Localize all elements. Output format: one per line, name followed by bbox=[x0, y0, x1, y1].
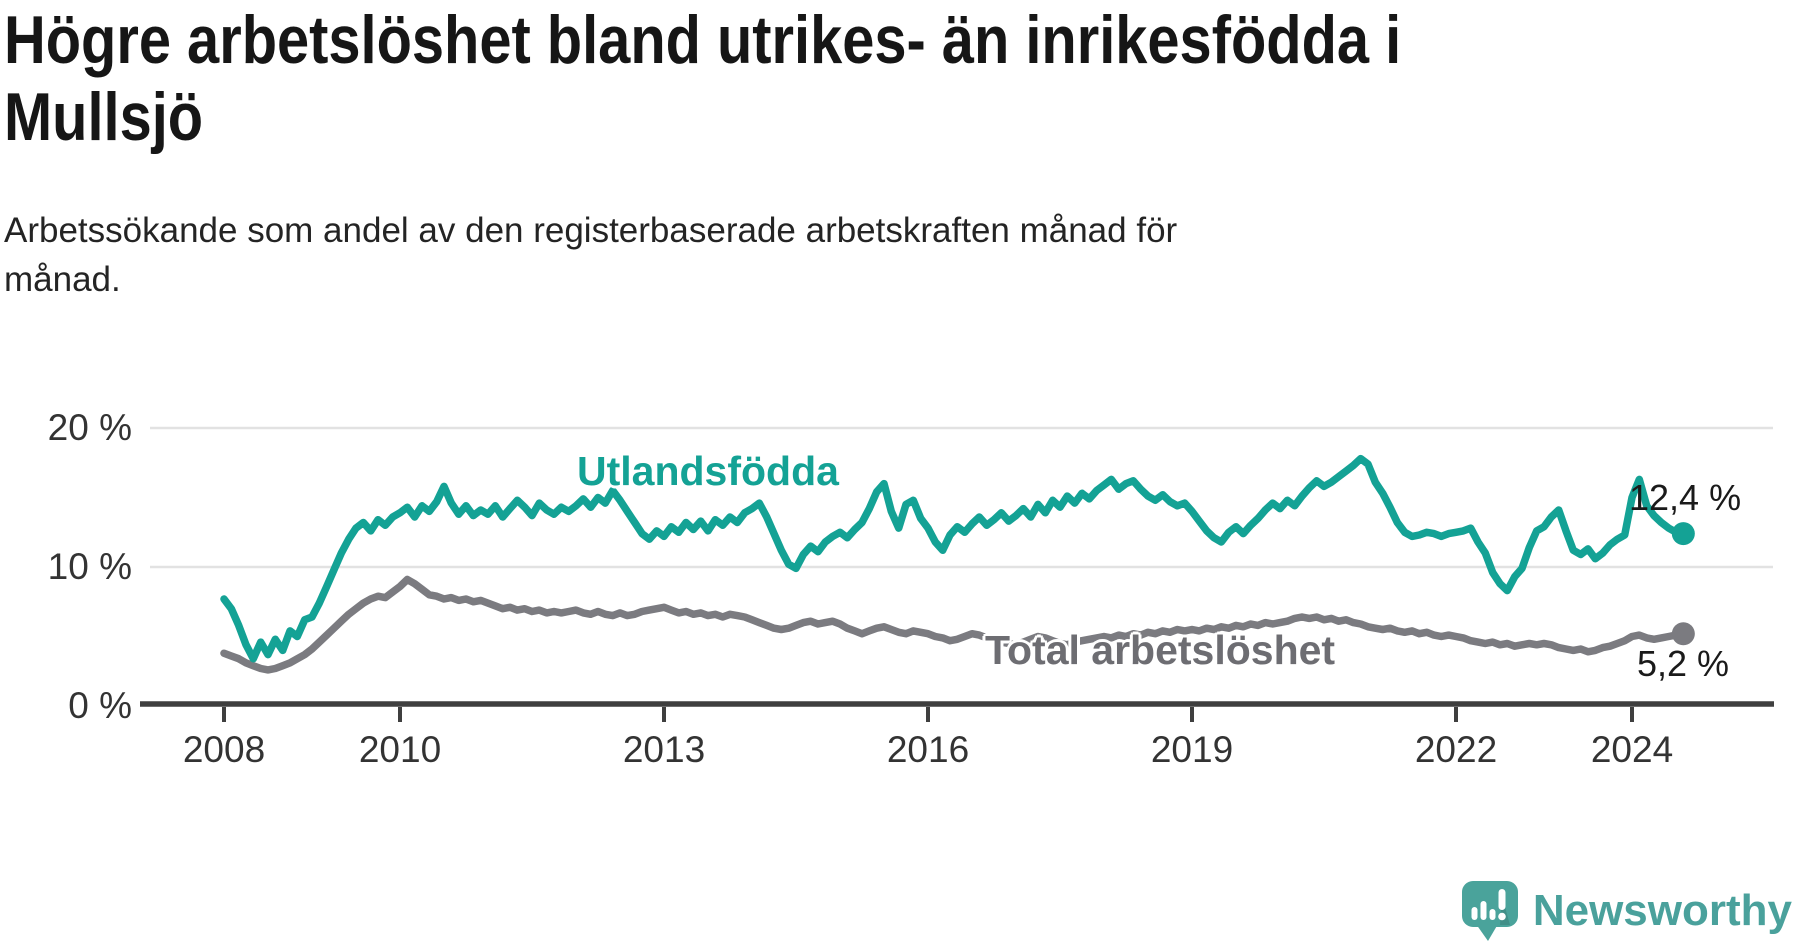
chart-subtitle: Arbetssökande som andel av den registerb… bbox=[4, 206, 1177, 304]
end-value-utlandsfodda: 12,4 % bbox=[1629, 477, 1742, 518]
x-tick-label-2016: 2016 bbox=[886, 729, 970, 770]
line-utlandsf-dda bbox=[220, 454, 1688, 663]
title-line-2: Mullsjö bbox=[4, 79, 204, 155]
subtitle-line-2: månad. bbox=[4, 260, 121, 299]
line-total-arbetsl-shet bbox=[220, 575, 1688, 674]
x-tick-label-2008: 2008 bbox=[182, 729, 266, 770]
y-tick-label-20: 20 % bbox=[47, 407, 132, 448]
end-dot-total-arbetsl-shet bbox=[1671, 622, 1695, 646]
newsworthy-speech-bubble-chart-icon bbox=[1461, 881, 1518, 941]
series-label-utlandsfodda: Utlandsfödda bbox=[577, 448, 839, 494]
y-tick-label-10: 10 % bbox=[47, 546, 132, 587]
end-dot-utlandsf-dda bbox=[1671, 522, 1695, 546]
series-label-total-arbetsloshet: Total arbetslöshet bbox=[985, 627, 1336, 673]
y-tick-label-0: 0 % bbox=[68, 685, 132, 726]
x-tick-label-2019: 2019 bbox=[1150, 729, 1234, 770]
x-tick-label-2024: 2024 bbox=[1590, 729, 1674, 770]
newsworthy-wordmark: Newsworthy bbox=[1532, 886, 1792, 935]
newsworthy-logo: Newsworthy bbox=[1461, 880, 1792, 942]
page-title: Högre arbetslöshet bland utrikes- än inr… bbox=[4, 2, 1401, 156]
subtitle-line-1: Arbetssökande som andel av den registerb… bbox=[4, 211, 1178, 250]
title-line-1: Högre arbetslöshet bland utrikes- än inr… bbox=[4, 2, 1402, 78]
x-tick-label-2010: 2010 bbox=[358, 729, 442, 770]
x-tick-label-2022: 2022 bbox=[1414, 729, 1498, 770]
x-tick-label-2013: 2013 bbox=[622, 729, 706, 770]
end-value-total-arbetsloshet: 5,2 % bbox=[1637, 643, 1730, 684]
